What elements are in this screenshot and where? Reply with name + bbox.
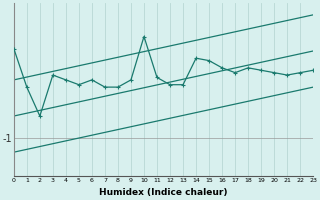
- X-axis label: Humidex (Indice chaleur): Humidex (Indice chaleur): [99, 188, 228, 197]
